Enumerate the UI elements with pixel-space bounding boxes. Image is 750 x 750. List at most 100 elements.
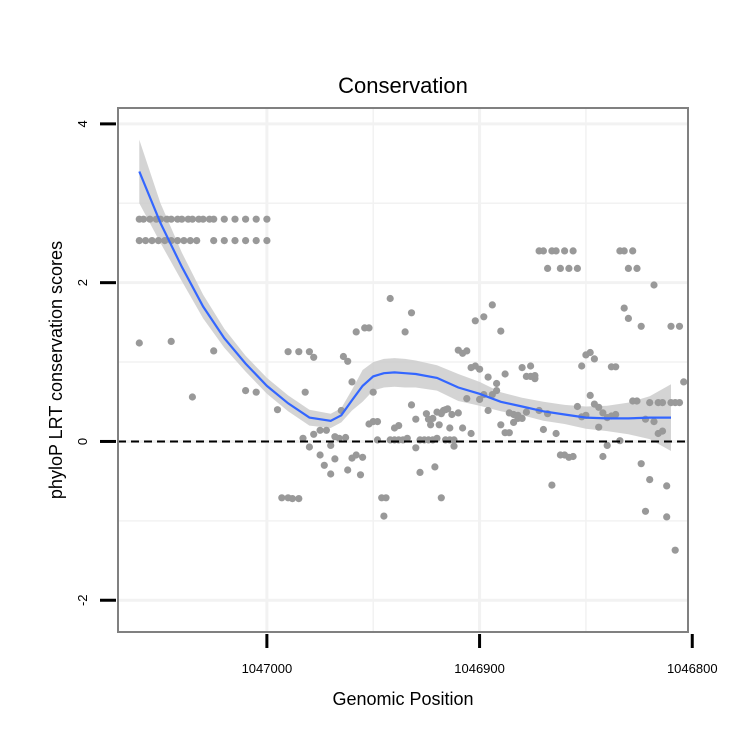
data-point	[552, 247, 560, 255]
data-point	[310, 353, 318, 361]
data-point	[497, 421, 505, 429]
data-point	[658, 427, 667, 435]
data-point	[569, 452, 577, 461]
data-point	[573, 264, 582, 272]
data-point	[522, 408, 531, 416]
data-point	[459, 424, 467, 432]
data-point	[484, 406, 492, 415]
data-point	[188, 393, 196, 401]
y-tick-label: 4	[75, 120, 90, 127]
data-point	[327, 470, 335, 478]
data-point	[646, 476, 654, 484]
data-point	[637, 322, 645, 330]
data-point	[569, 247, 577, 255]
data-point	[344, 466, 352, 474]
data-point	[386, 294, 394, 303]
data-point	[369, 388, 377, 396]
data-point	[288, 495, 296, 503]
data-point	[586, 348, 594, 357]
y-axis-title: phyloP LRT conservation scores	[46, 241, 66, 499]
y-tick-label: -2	[75, 594, 90, 606]
panel-border	[117, 107, 689, 633]
data-point	[305, 443, 313, 451]
x-tick-label: 1046900	[454, 661, 505, 676]
data-point	[624, 264, 633, 272]
data-point	[637, 460, 645, 468]
data-point	[480, 313, 488, 321]
x-tick-label: 1046800	[667, 661, 718, 676]
data-point	[186, 237, 194, 245]
data-point	[448, 410, 456, 419]
data-point	[446, 424, 454, 432]
data-point	[148, 237, 156, 245]
data-point	[675, 322, 684, 330]
data-point	[539, 425, 548, 434]
data-point	[599, 452, 607, 461]
data-point	[242, 387, 250, 395]
data-point	[463, 395, 471, 403]
data-point	[407, 309, 416, 317]
data-point	[301, 388, 309, 396]
data-point	[471, 317, 479, 325]
data-point	[629, 247, 637, 255]
data-point	[603, 441, 611, 449]
data-point	[633, 397, 641, 405]
data-point	[142, 237, 150, 245]
data-point	[295, 348, 303, 356]
data-point	[263, 215, 271, 223]
data-point	[488, 301, 496, 309]
data-point	[139, 215, 148, 223]
data-point	[327, 441, 335, 449]
data-point	[135, 237, 143, 245]
data-point	[450, 436, 458, 444]
data-point	[178, 215, 186, 223]
data-point	[422, 410, 430, 418]
data-point	[252, 215, 260, 223]
data-point	[146, 215, 154, 223]
data-point	[252, 237, 260, 245]
data-point	[433, 434, 441, 442]
data-point	[437, 494, 445, 502]
data-point	[450, 442, 458, 450]
data-point	[199, 215, 207, 223]
data-point	[463, 347, 471, 355]
data-point	[501, 370, 509, 378]
data-point	[671, 546, 679, 554]
data-point	[278, 494, 286, 502]
data-point	[493, 379, 501, 388]
data-point	[220, 237, 228, 245]
data-point	[476, 395, 484, 403]
data-point	[658, 399, 667, 407]
confidence-band	[139, 139, 672, 452]
data-point	[339, 352, 347, 361]
data-point	[565, 264, 573, 272]
data-point	[663, 482, 671, 490]
data-point	[322, 426, 330, 434]
data-point	[359, 453, 367, 461]
data-point	[518, 364, 526, 372]
data-point	[612, 410, 620, 419]
data-point	[167, 337, 175, 345]
data-point	[220, 215, 228, 223]
data-point	[210, 347, 218, 355]
x-axis-title: Genomic Position	[332, 689, 473, 709]
data-point	[650, 418, 658, 426]
data-point	[518, 414, 526, 422]
data-point	[407, 401, 416, 409]
data-point	[590, 400, 599, 408]
data-point	[556, 264, 565, 272]
data-point	[578, 362, 586, 370]
data-point	[320, 461, 328, 469]
data-point	[284, 348, 292, 356]
data-point	[444, 405, 452, 413]
data-point	[646, 399, 654, 407]
data-point	[505, 429, 513, 437]
data-point	[586, 391, 594, 399]
data-point	[624, 314, 633, 322]
data-point	[342, 433, 350, 442]
data-point	[305, 348, 313, 356]
data-point	[273, 406, 282, 414]
data-point	[316, 426, 324, 434]
data-point	[154, 237, 162, 245]
data-point	[365, 324, 373, 332]
